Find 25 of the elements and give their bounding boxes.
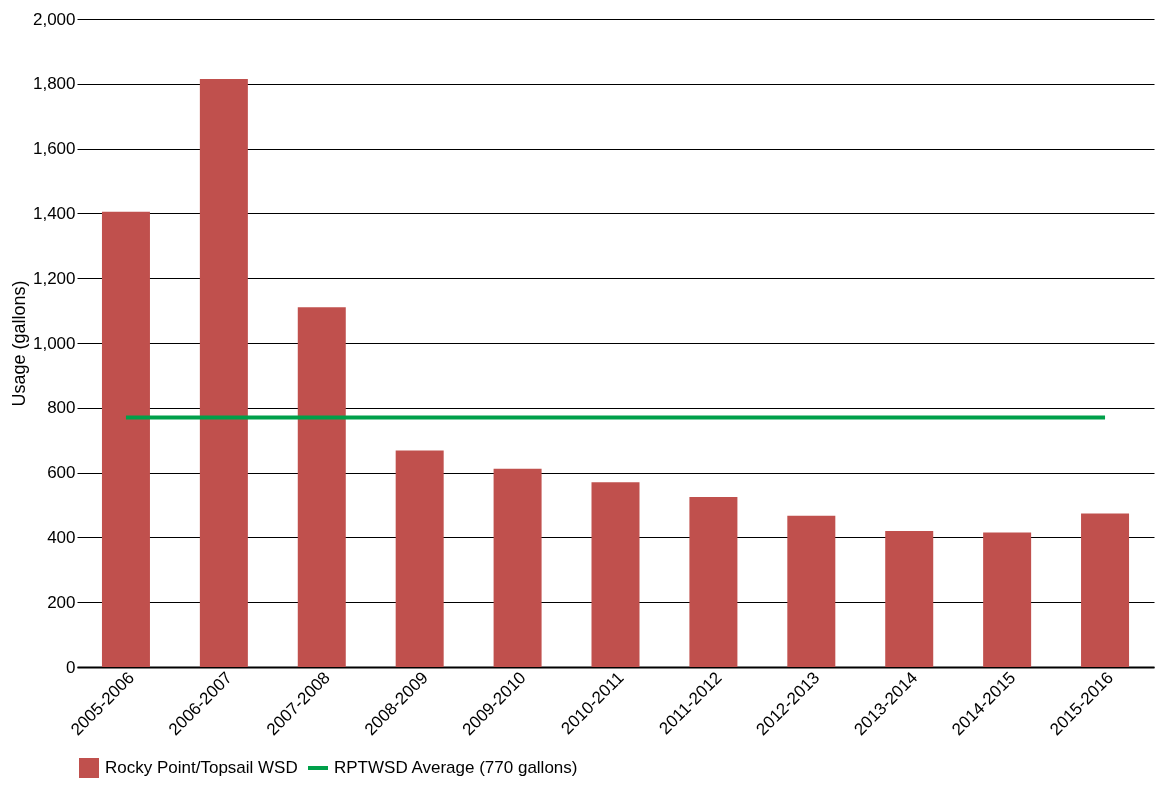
bar	[395, 450, 444, 667]
y-tick-label: 800	[47, 398, 76, 418]
bar	[101, 211, 150, 667]
y-tick-label: 400	[47, 527, 76, 547]
legend-label: Rocky Point/Topsail WSD	[105, 758, 298, 777]
y-axis-title: Usage (gallons)	[8, 280, 29, 407]
bar	[1081, 513, 1130, 667]
bar	[493, 468, 542, 667]
y-tick-label: 600	[47, 463, 76, 483]
bar	[983, 532, 1032, 667]
y-tick-label: 200	[47, 592, 76, 612]
bar	[689, 496, 738, 667]
bar	[591, 482, 640, 667]
y-tick-label: 1,400	[32, 203, 76, 223]
bar	[199, 78, 248, 667]
y-tick-label: 1,600	[32, 139, 76, 159]
y-tick-label: 0	[66, 657, 76, 677]
y-tick-label: 1,000	[32, 333, 76, 353]
bar	[787, 515, 836, 667]
y-tick-label: 1,800	[32, 74, 76, 94]
legend-label: RPTWSD Average (770 gallons)	[334, 758, 578, 777]
y-tick-label: 1,200	[32, 268, 76, 288]
bar	[297, 307, 346, 667]
y-tick-label: 2,000	[32, 9, 76, 29]
bar	[885, 530, 934, 667]
